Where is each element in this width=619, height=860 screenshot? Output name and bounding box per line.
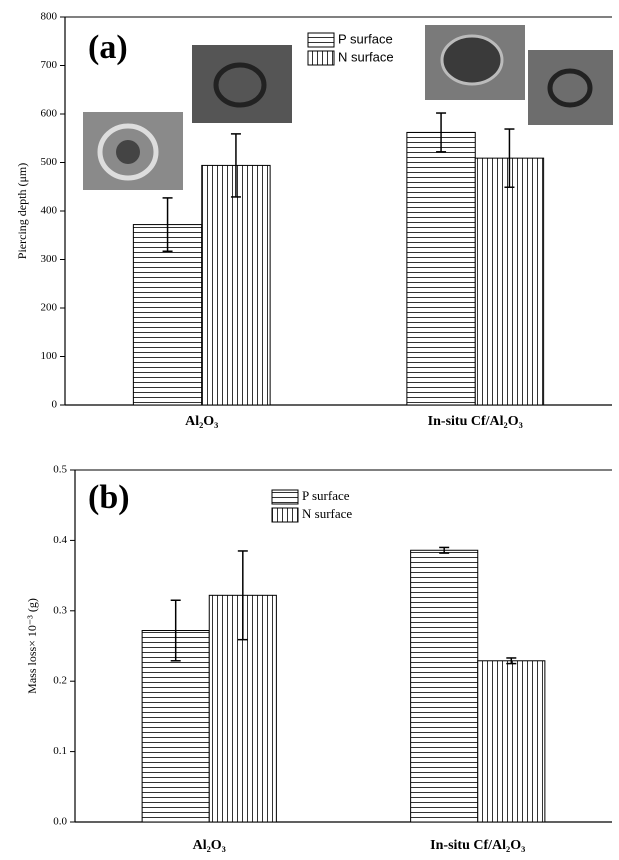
y-tick-label: 0.1 xyxy=(53,745,67,757)
inset xyxy=(528,50,613,125)
legend-swatch xyxy=(271,507,299,523)
y-tick-label: 100 xyxy=(41,350,58,362)
panel-label: (b) xyxy=(88,479,130,516)
error-bar xyxy=(162,197,173,253)
y-tick-label: 300 xyxy=(41,253,58,265)
y-tick-label: 0 xyxy=(52,399,58,411)
panel-label: (a) xyxy=(88,29,128,66)
legend-swatch xyxy=(271,489,299,505)
y-tick-label: 600 xyxy=(41,108,58,120)
legend-label: P surface xyxy=(302,488,350,503)
error-bar xyxy=(436,112,447,153)
legend-label: N surface xyxy=(338,49,394,64)
legend-label: N surface xyxy=(302,506,352,521)
inset-ring xyxy=(213,62,267,108)
y-tick-label: 0.3 xyxy=(53,604,67,616)
y-tick-label: 0.4 xyxy=(53,534,67,546)
inset-ring xyxy=(440,34,504,86)
legend-label: P surface xyxy=(338,31,393,46)
bar xyxy=(201,164,271,406)
bar xyxy=(410,549,479,823)
y-tick-label: 800 xyxy=(41,11,58,23)
error-bar xyxy=(506,657,517,665)
y-tick-label: 0.0 xyxy=(53,816,67,828)
inset-pit xyxy=(116,140,140,164)
bar xyxy=(474,157,545,406)
inset-ring xyxy=(547,68,593,108)
error-bar xyxy=(230,133,241,198)
legend-swatch xyxy=(307,50,335,66)
error-bar xyxy=(170,599,181,662)
inset-ring xyxy=(97,123,159,181)
bar xyxy=(406,131,476,406)
y-tick-label: 200 xyxy=(41,302,58,314)
bar xyxy=(132,224,203,406)
x-tick-label: In-situ Cf/Al₂O₃ xyxy=(430,838,525,853)
y-axis-label: Mass loss× 10⁻³ (g) xyxy=(25,598,39,694)
legend-swatch xyxy=(307,32,335,48)
y-tick-label: 400 xyxy=(41,205,58,217)
y-tick-label: 0.2 xyxy=(53,675,67,687)
bar xyxy=(477,660,546,823)
x-tick-label: Al₂O₃ xyxy=(193,838,226,853)
inset xyxy=(192,45,292,123)
error-bar xyxy=(439,546,450,554)
x-tick-label: In-situ Cf/Al₂O₃ xyxy=(428,414,523,429)
error-bar xyxy=(237,550,248,641)
y-axis-label: Piercing depth (μm) xyxy=(15,163,29,259)
x-tick-label: Al₂O₃ xyxy=(185,414,218,429)
error-bar xyxy=(504,128,515,188)
micrograph-insets xyxy=(83,25,613,190)
y-tick-label: 700 xyxy=(41,59,58,71)
y-tick-label: 500 xyxy=(41,156,58,168)
bar xyxy=(141,630,210,823)
y-tick-label: 0.5 xyxy=(53,464,67,476)
